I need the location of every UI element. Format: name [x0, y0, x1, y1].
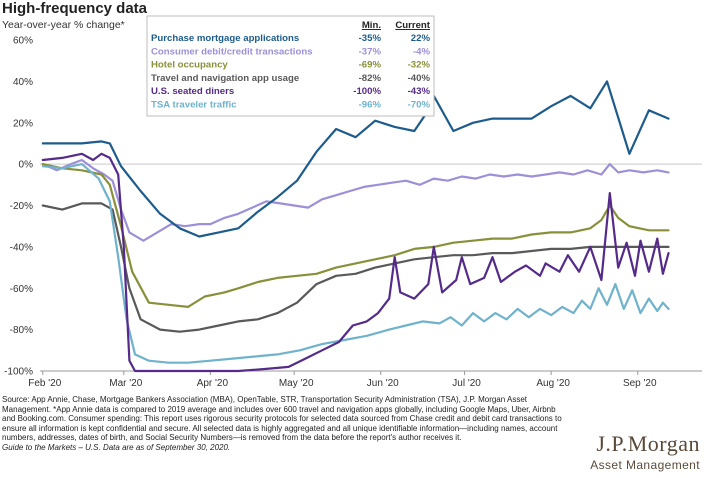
legend-item-current: -70%: [408, 100, 431, 111]
series-line-consumer-debit-credit-transactions: [41, 158, 670, 242]
y-tick-label: 40%: [13, 77, 33, 88]
y-tick-label: -80%: [10, 325, 33, 336]
legend-item-current: -4%: [413, 46, 431, 57]
series-line-purchase-mortgage-applications: [41, 80, 670, 238]
legend-item-min: -82%: [359, 73, 382, 84]
y-axis: 60% 40% 20% 0% -20% -40% -60% -80% -100%: [4, 36, 33, 378]
series-line-u-s-seated-diners: [41, 152, 670, 373]
y-tick-label: 0%: [19, 160, 34, 171]
source-note: Source: App Annie, Chase, Mortgage Banke…: [2, 395, 564, 443]
logo-brand: J.P.Morgan: [596, 431, 700, 456]
x-tick-label: May '20: [279, 378, 314, 389]
chart-title: High-frequency data: [2, 0, 148, 17]
legend-item-min: -100%: [353, 86, 381, 97]
legend-item-current: -43%: [408, 86, 431, 97]
legend-header-current: Current: [395, 20, 430, 31]
series-group: [41, 80, 670, 373]
chart-subtitle: Year-over-year % change*: [2, 19, 125, 31]
legend-item-min: -37%: [359, 46, 382, 57]
line-chart: 60% 40% 20% 0% -20% -40% -60% -80% -100% Feb '20…: [4, 15, 702, 389]
legend-item-name: Purchase mortgage applications: [151, 33, 299, 44]
legend: Min. Current Purchase mortgage application…: [146, 15, 435, 117]
legend-item-name: U.S. seated diners: [151, 86, 234, 97]
legend-item-name: TSA traveler traffic: [151, 100, 237, 111]
series-line-hotel-occupancy: [41, 163, 670, 308]
logo-division: Asset Management: [590, 458, 700, 472]
guide-title: Guide to the Markets – U.S.: [2, 442, 101, 452]
y-tick-label: -60%: [10, 284, 33, 295]
y-tick-label: 20%: [13, 118, 33, 129]
series-line-travel-and-navigation-app-usage: [41, 202, 670, 333]
jpmorgan-logo: J.P.Morgan Asset Management: [590, 431, 700, 473]
legend-item-min: -96%: [359, 100, 382, 111]
y-tick-label: -20%: [10, 201, 33, 212]
legend-item-name: Consumer debit/credit transactions: [151, 46, 313, 57]
y-tick-label: 60%: [13, 36, 33, 47]
legend-item-name: Hotel occupancy: [151, 60, 228, 71]
y-tick-label: -100%: [4, 367, 33, 378]
x-tick-label: Apr '20: [197, 378, 229, 389]
x-tick-label: Jul '20: [452, 378, 481, 389]
legend-item-min: -69%: [359, 60, 382, 71]
guide-date: Data are as of September 30, 2020.: [100, 442, 231, 452]
footnote: Source: App Annie, Chase, Mortgage Banke…: [2, 395, 562, 453]
y-tick-label: -40%: [10, 242, 33, 253]
x-tick-label: Feb '20: [28, 378, 61, 389]
legend-box: [146, 15, 435, 117]
x-tick-label: Mar '20: [109, 378, 142, 389]
x-tick-label: Jun '20: [367, 378, 399, 389]
series-line-tsa-traveler-traffic: [41, 163, 670, 364]
x-tick-label: Sep '20: [623, 378, 657, 389]
legend-item-current: 22%: [411, 33, 431, 44]
guide-note: Guide to the Markets – U.S. Data are as …: [2, 443, 562, 453]
legend-item-current: -32%: [408, 60, 431, 71]
x-tick-label: Aug '20: [536, 378, 570, 389]
legend-item-min: -35%: [359, 33, 382, 44]
legend-item-name: Travel and navigation app usage: [151, 73, 299, 84]
x-axis: Feb '20 Mar '20 Apr '20 May '20 Jun '20 Jul '…: [28, 370, 702, 389]
legend-item-current: -40%: [408, 73, 431, 84]
legend-header-min: Min.: [362, 20, 381, 31]
